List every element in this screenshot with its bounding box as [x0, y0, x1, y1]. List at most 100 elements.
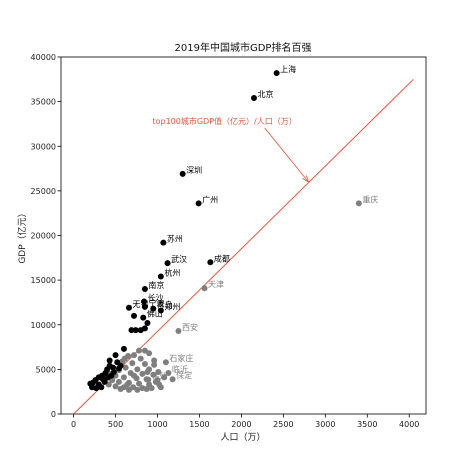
- x-tick-label: 3000: [315, 420, 335, 429]
- y-tick-label: 40000: [31, 53, 56, 62]
- city-point: [165, 369, 172, 376]
- city-label: 成都: [214, 253, 230, 263]
- above-line-point: [106, 362, 113, 369]
- y-tick-label: 0: [51, 410, 56, 419]
- below-line-point: [112, 383, 119, 390]
- below-line-point: [144, 369, 151, 376]
- city-point: [145, 376, 152, 383]
- city-label: 青岛: [157, 300, 173, 310]
- y-tick-label: 20000: [31, 232, 56, 241]
- city-label: 佛山: [147, 309, 163, 319]
- annotation-text: top100城市GDP值（亿元）/人口（万）: [152, 116, 296, 126]
- city-label: 深圳: [186, 165, 202, 175]
- above-line-point: [141, 325, 148, 332]
- y-axis-title: GDP（亿元）: [16, 208, 28, 263]
- city-label: 苏州: [167, 234, 183, 244]
- below-line-point: [125, 386, 132, 393]
- above-line-point: [120, 345, 127, 352]
- city-label: 上海: [280, 64, 296, 74]
- above-line-point: [131, 312, 137, 319]
- city-point: [140, 314, 147, 321]
- below-line-point: [131, 352, 137, 359]
- city-label: 重庆: [362, 194, 378, 204]
- y-tick-label: 5000: [36, 365, 56, 374]
- x-tick-label: 2500: [273, 420, 293, 429]
- below-line-point: [146, 350, 153, 357]
- y-axis: 0 5000 10000 15000 20000 25000 30000 35000 40000: [31, 53, 61, 419]
- x-tick-label: 3500: [357, 420, 377, 429]
- above-line-point: [110, 369, 117, 376]
- below-line-point: [161, 374, 168, 381]
- city-point: [157, 307, 164, 314]
- below-line-point: [143, 386, 150, 393]
- below-line-point: [136, 347, 143, 354]
- above-line-point: [144, 319, 151, 326]
- above-line-point: [98, 384, 105, 391]
- city-label: 郑州: [164, 301, 180, 311]
- below-line-point: [120, 374, 127, 381]
- city-label: 石家庄: [169, 353, 193, 363]
- below-line-point: [121, 355, 128, 362]
- x-tick-label: 500: [108, 420, 123, 429]
- below-line-point: [148, 385, 155, 392]
- city-point: [201, 285, 208, 292]
- below-line-point: [139, 370, 146, 377]
- below-line-point: [117, 386, 124, 393]
- x-tick-label: 1000: [147, 420, 167, 429]
- city-point: [125, 304, 132, 311]
- y-tick-label: 30000: [31, 142, 56, 151]
- above-line-point: [112, 352, 119, 359]
- below-line-point: [155, 369, 162, 376]
- x-tick-label: 1500: [189, 420, 209, 429]
- below-line-point: [129, 360, 136, 367]
- above-line-point: [101, 378, 108, 385]
- city-point: [150, 305, 157, 312]
- city-label: 宁波: [148, 298, 164, 308]
- above-line-point: [104, 374, 111, 381]
- above-line-point: [115, 365, 122, 372]
- above-line-point: [128, 327, 135, 334]
- city-label: 南京: [148, 280, 164, 290]
- city-point: [195, 200, 202, 207]
- x-tick-label: 0: [71, 420, 76, 429]
- below-line-point: [136, 380, 143, 387]
- city-label: 长沙: [148, 293, 164, 303]
- annotation-arrow: [264, 127, 309, 183]
- below-line-point: [134, 366, 141, 373]
- y-tick-label: 10000: [31, 321, 56, 330]
- below-line-point: [152, 378, 159, 385]
- city-point: [175, 327, 182, 334]
- city-point: [207, 259, 214, 266]
- city-label: 无锡: [132, 300, 148, 309]
- city-label: 临沂: [172, 364, 188, 374]
- city-point: [164, 260, 171, 267]
- city-label: 杭州: [164, 268, 180, 278]
- y-tick-label: 15000: [31, 276, 56, 285]
- trend-line-group: [73, 78, 414, 415]
- below-line-point: [150, 371, 157, 378]
- above-line-point: [93, 385, 100, 392]
- city-label: 西安: [182, 322, 198, 332]
- below-line-point: [131, 372, 137, 379]
- below-line-point: [157, 384, 164, 391]
- below-line-point: [151, 361, 158, 368]
- city-point: [162, 359, 169, 366]
- below-line-point: [124, 381, 131, 388]
- city-point: [157, 273, 164, 280]
- city-label: 天津: [208, 279, 224, 289]
- city-point: [169, 376, 176, 383]
- city-point: [250, 95, 257, 102]
- annotation-group: top100城市GDP值（亿元）/人口（万）: [152, 116, 310, 183]
- above-line-point: [132, 327, 139, 334]
- city-point: [141, 286, 148, 293]
- city-point: [273, 70, 280, 77]
- x-axis-title: 人口（万）: [220, 432, 265, 443]
- city-label: 北京: [257, 89, 273, 99]
- x-tick-label: 4000: [399, 420, 419, 429]
- y-tick-label: 25000: [31, 187, 56, 196]
- chart-title: 2019年中国城市GDP排名百强: [175, 41, 312, 54]
- below-line-point: [137, 355, 144, 362]
- x-axis: 0 500 1000 1500 2000 2500 3000 3500 4000: [71, 414, 419, 429]
